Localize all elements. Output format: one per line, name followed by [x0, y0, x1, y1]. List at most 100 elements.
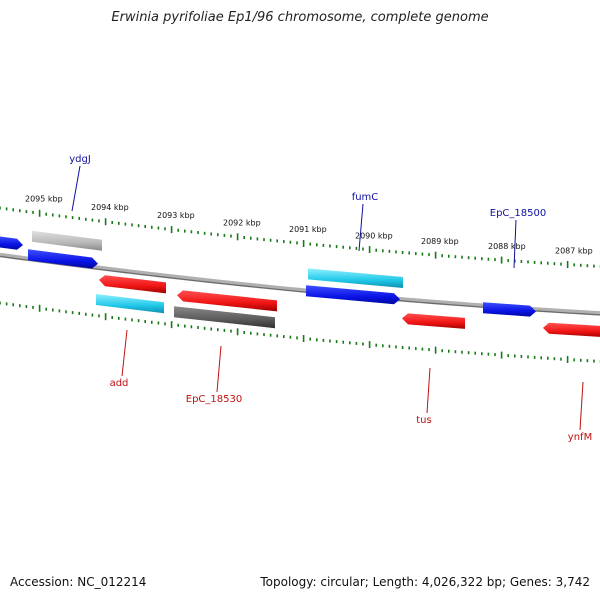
minor-tick [309, 242, 311, 246]
minor-tick [322, 243, 325, 247]
gene-epc-18530 [174, 306, 275, 329]
minor-tick [32, 305, 34, 309]
minor-tick [203, 231, 206, 235]
minor-tick [527, 355, 529, 359]
scale-label-2: 2093 kbp [157, 211, 195, 220]
minor-tick [118, 316, 120, 320]
minor-tick [342, 245, 344, 249]
minor-tick [487, 352, 490, 356]
minor-tick [507, 354, 509, 358]
minor-tick [467, 256, 470, 260]
scale-label-5: 2090 kbp [355, 231, 393, 240]
minor-tick [560, 262, 562, 266]
minor-tick [296, 336, 298, 340]
major-tick [368, 341, 371, 349]
minor-tick [243, 236, 245, 239]
minor-tick [58, 309, 61, 313]
accession-label: Accession: NC_012214 [10, 575, 147, 589]
major-tick [434, 346, 437, 354]
leader-line-epc-18500 [513, 219, 517, 269]
minor-tick [573, 263, 575, 267]
minor-tick [362, 247, 364, 251]
minor-tick [98, 219, 100, 223]
minor-tick [58, 214, 61, 218]
minor-tick [217, 328, 219, 332]
map-title: Erwinia pyrifoliae Ep1/96 chromosome, co… [111, 10, 489, 25]
minor-tick [474, 256, 476, 260]
minor-tick [45, 212, 47, 216]
minor-tick [137, 224, 140, 228]
minor-tick [316, 243, 318, 247]
minor-tick [65, 310, 67, 314]
minor-tick [441, 254, 443, 258]
minor-tick [408, 251, 410, 255]
scale-label-8: 2087 kbp [555, 247, 593, 256]
minor-tick [573, 358, 575, 362]
minor-tick [474, 351, 476, 355]
minor-tick [461, 350, 463, 354]
minor-tick [349, 246, 351, 250]
minor-tick [151, 225, 153, 229]
gene-ydgj [32, 230, 102, 251]
minor-tick [184, 324, 186, 328]
major-tick [170, 321, 173, 329]
minor-tick [283, 335, 285, 339]
lower-tick-row [0, 301, 600, 363]
minor-tick [210, 327, 212, 331]
minor-tick [335, 340, 338, 344]
major-tick [236, 233, 239, 241]
major-tick [434, 251, 437, 259]
minor-tick [355, 246, 358, 250]
minor-tick [586, 359, 589, 363]
minor-tick [269, 238, 272, 242]
minor-tick [520, 260, 523, 263]
major-tick [368, 246, 371, 254]
major-tick [566, 356, 569, 363]
minor-tick [494, 258, 496, 262]
minor-tick [349, 341, 351, 345]
minor-tick [111, 316, 113, 319]
minor-tick [45, 307, 47, 311]
minor-tick [527, 260, 529, 264]
minor-tick [283, 240, 285, 244]
leader-line-add [121, 329, 128, 377]
minor-tick [203, 326, 206, 330]
scale-label-6: 2089 kbp [421, 237, 459, 246]
minor-tick [19, 304, 21, 308]
minor-tick [12, 208, 14, 212]
minor-tick [494, 353, 496, 357]
minor-tick [197, 231, 199, 234]
minor-tick [25, 305, 28, 309]
minor-tick [131, 318, 133, 322]
minor-tick [401, 251, 404, 254]
leader-line-fumc [358, 203, 364, 252]
minor-tick [137, 319, 140, 323]
minor-tick [184, 229, 186, 233]
minor-tick [230, 329, 232, 333]
minor-tick [124, 222, 127, 226]
minor-tick [487, 257, 490, 261]
scale-label-3: 2092 kbp [223, 218, 261, 227]
gene-add [96, 294, 164, 314]
minor-tick [78, 216, 80, 220]
minor-tick [85, 312, 87, 316]
minor-tick [276, 334, 278, 338]
minor-tick [223, 328, 226, 332]
gene-add-upper [99, 275, 166, 294]
minor-tick [467, 351, 470, 355]
major-tick [236, 328, 239, 336]
minor-tick [177, 228, 179, 232]
minor-tick [355, 341, 358, 345]
minor-tick [71, 216, 74, 220]
minor-tick [12, 303, 14, 307]
minor-tick [78, 311, 80, 315]
major-tick [104, 313, 107, 321]
minor-tick [461, 255, 463, 259]
minor-tick [593, 264, 595, 268]
leader-line-epc-18530 [216, 345, 222, 393]
upper-tick-row [0, 206, 600, 268]
minor-tick [250, 236, 252, 240]
genome-summary: Topology: circular; Length: 4,026,322 bp… [260, 575, 590, 589]
